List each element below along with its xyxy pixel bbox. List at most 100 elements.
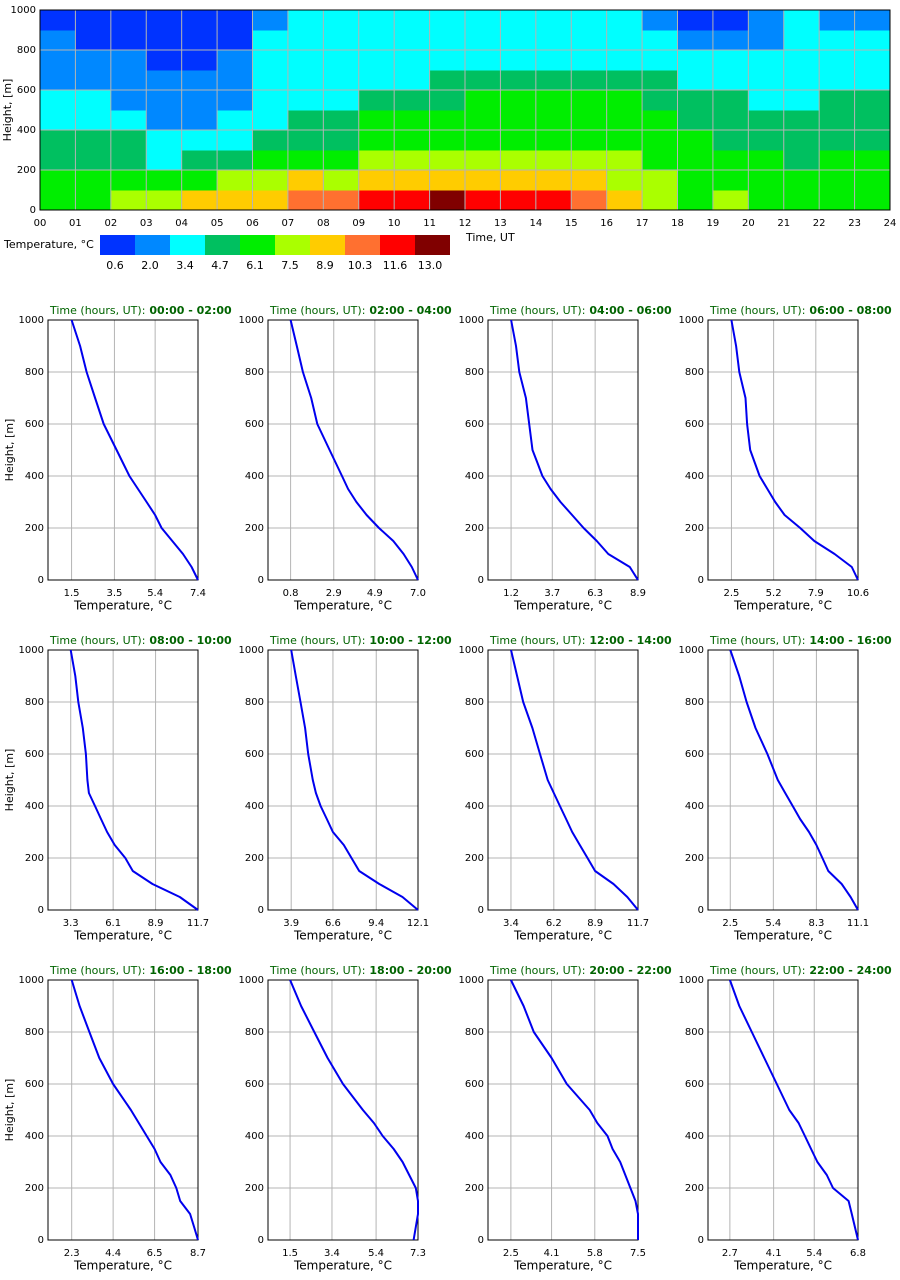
heat-cell [571,90,608,111]
heat-cell [854,70,891,91]
x-tick-label: 09 [352,218,365,229]
profile-line [730,319,859,581]
heat-cell [75,110,112,131]
heat-cell [429,150,466,171]
heat-cell [217,190,253,211]
heat-cell [40,110,76,131]
x-tick-label: 8.3 [808,918,824,929]
title-prefix: Time (hours, UT): [49,304,145,317]
heat-cell [40,30,76,51]
heat-cell [854,30,891,51]
heat-cell [642,110,678,131]
heat-cell [146,30,183,51]
y-tick-label: 600 [25,749,44,760]
heat-cell [358,110,395,131]
heat-cell [748,110,785,131]
x-tick-label: 12 [459,218,472,229]
title-prefix: Time (hours, UT): [49,964,145,977]
heat-cell [783,170,820,191]
y-tick-label: 1000 [19,975,44,986]
title-period: 02:00 - 04:00 [369,304,452,317]
colorbar-box [310,235,345,255]
colorbar-box [275,235,310,255]
x-axis-label: Temperature, °C [513,599,612,613]
plot-frame [267,319,419,581]
heat-cell [677,70,714,91]
x-tick-label: 6.5 [147,1248,163,1259]
heat-cell [500,70,537,91]
x-tick-label: 1.2 [503,588,519,599]
plot-frame [267,979,419,1241]
subplot-title: Time (hours, UT): 12:00 - 14:00 [489,634,672,647]
heat-cell [110,30,147,51]
y-axis-label: Height, [m] [3,419,16,482]
x-tick-label: 10 [388,218,401,229]
heat-cell [783,190,820,211]
heat-cell [110,70,147,91]
y-tick-label: 1000 [459,315,484,326]
heat-cell [465,50,501,71]
heat-cell [110,190,147,211]
heat-cell [819,150,856,171]
heat-cell [783,30,820,51]
colorbar-box [135,235,170,255]
x-tick-label: 04 [175,218,188,229]
heat-cell [40,90,76,111]
profile-line [510,649,639,911]
title-prefix: Time (hours, UT): [489,634,585,647]
x-tick-label: 4.9 [367,588,383,599]
heat-cell [394,10,431,31]
colorbar-tick-label: 3.4 [176,259,194,272]
x-tick-label: 0.8 [283,588,299,599]
heat-cell [500,170,537,191]
heat-cell [606,50,643,71]
heat-cell [748,50,785,71]
heat-cell [642,10,678,31]
heat-cell [500,150,537,171]
y-tick-label: 800 [245,1027,264,1038]
y-axis-label: Height, [m] [3,749,16,812]
heat-cell [783,90,820,111]
heat-cell [358,50,395,71]
heat-cell [40,190,76,211]
y-tick-label: 400 [245,1131,264,1142]
x-axis-label: Temperature, °C [73,929,172,943]
heat-cell [217,50,253,71]
heat-cell [677,150,714,171]
y-tick-label: 600 [685,749,704,760]
heat-cell [75,90,112,111]
x-tick-label: 19 [707,218,720,229]
title-period: 00:00 - 02:00 [149,304,232,317]
heat-cell [854,170,891,191]
x-tick-label: 3.4 [324,1248,340,1259]
y-tick-label: 600 [25,419,44,430]
colorbar-box [205,235,240,255]
x-tick-label: 11.7 [627,918,649,929]
x-tick-label: 2.7 [722,1248,738,1259]
heat-cell [677,30,714,51]
heat-cell [535,110,572,131]
title-period: 08:00 - 10:00 [149,634,232,647]
y-tick-label: 400 [245,471,264,482]
y-tick-label: 1000 [679,975,704,986]
heat-cell [748,70,785,91]
heat-cell [783,150,820,171]
heat-cell [323,50,360,71]
heat-cell [712,50,749,71]
plot-frame [487,319,639,581]
heat-cell [110,130,147,151]
x-axis-label: Time, UT [465,231,515,244]
x-tick-label: 02 [104,218,117,229]
y-tick-label: 800 [685,697,704,708]
y-tick-label: 200 [685,523,704,534]
x-tick-label: 07 [282,218,295,229]
heat-cell [783,130,820,151]
y-tick-label: 0 [698,575,704,586]
x-axis-label: Temperature, °C [293,599,392,613]
y-tick-label: 0 [38,575,44,586]
colorbar-tick-label: 10.3 [348,259,373,272]
title-period: 18:00 - 20:00 [369,964,452,977]
y-tick-label: 400 [25,1131,44,1142]
x-tick-label: 17 [636,218,649,229]
profile-line [510,319,639,581]
